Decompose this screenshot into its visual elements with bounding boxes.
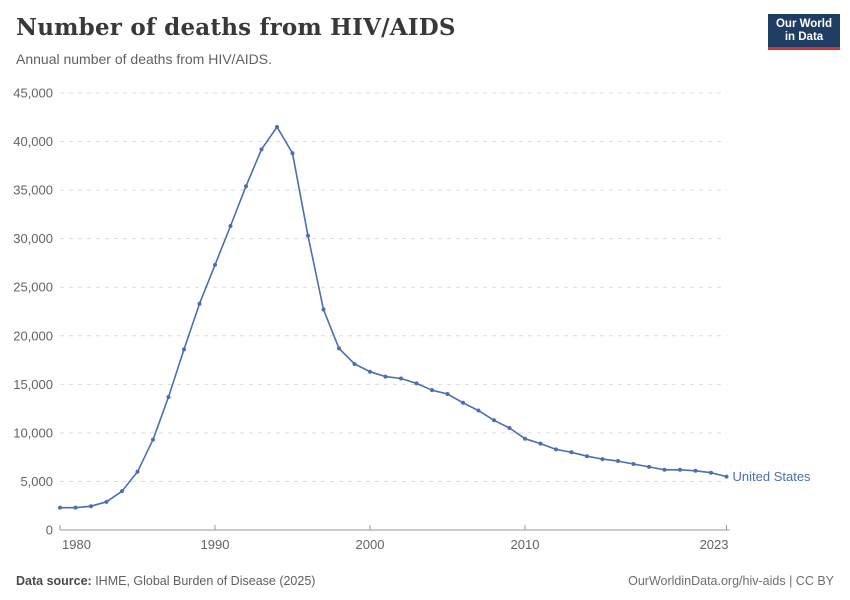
data-point-2019 (662, 467, 667, 472)
data-point-1995 (290, 151, 295, 156)
data-point-2006 (461, 400, 465, 405)
data-point-1999 (352, 361, 357, 366)
data-point-2023 (724, 474, 729, 479)
x-tick-label: 2023 (700, 537, 729, 552)
y-tick-label: 0 (46, 523, 53, 538)
owid-logo-line1: Our World (775, 18, 832, 30)
data-point-1990 (213, 262, 217, 267)
y-tick-label: 15,000 (13, 377, 53, 392)
data-point-1984 (120, 489, 124, 494)
chart-subtitle: Annual number of deaths from HIV/AIDS. (16, 51, 273, 67)
data-point-1980 (58, 505, 62, 510)
footer-citation-link[interactable]: OurWorldinData.org/hiv-aids | CC BY (628, 574, 834, 588)
y-tick-label: 45,000 (13, 86, 53, 101)
x-tick-label: 2010 (511, 537, 540, 552)
owid-logo[interactable]: Our World in Data (768, 14, 840, 50)
y-tick-label: 10,000 (13, 425, 53, 440)
x-tick-label: 2000 (356, 537, 385, 552)
data-point-2010 (523, 436, 527, 441)
data-point-2015 (600, 457, 605, 462)
data-point-2000 (368, 369, 372, 374)
series-line-united-states[interactable] (60, 126, 727, 509)
data-point-1982 (89, 504, 93, 509)
data-point-2007 (476, 408, 481, 413)
data-point-2009 (507, 426, 512, 431)
data-point-2013 (569, 450, 574, 455)
data-point-1994 (275, 124, 279, 129)
data-point-1996 (306, 233, 310, 238)
data-source: Data source: IHME, Global Burden of Dise… (16, 574, 315, 588)
page-title: Number of deaths from HIV/AIDS (16, 14, 456, 41)
data-point-2002 (399, 376, 403, 381)
data-point-2014 (585, 454, 589, 459)
data-point-1983 (104, 499, 109, 504)
data-point-1985 (135, 469, 140, 474)
y-tick-label: 40,000 (13, 134, 53, 149)
data-point-1997 (321, 307, 326, 312)
data-point-1989 (197, 301, 202, 306)
data-point-2022 (709, 470, 713, 475)
data-point-2003 (414, 381, 419, 386)
data-point-1993 (259, 147, 264, 152)
data-source-text: IHME, Global Burden of Disease (2025) (91, 574, 316, 588)
series-label-united-states[interactable]: United States (733, 469, 812, 484)
data-point-2020 (678, 467, 682, 472)
data-point-1988 (182, 347, 186, 352)
data-point-2008 (492, 418, 496, 423)
data-point-2012 (554, 447, 558, 452)
x-tick-label: 1980 (62, 537, 91, 552)
data-point-1987 (166, 394, 171, 399)
y-tick-label: 5,000 (20, 474, 53, 489)
chart-footer: Data source: IHME, Global Burden of Dise… (16, 574, 834, 588)
data-point-2004 (430, 388, 434, 393)
data-point-1998 (337, 346, 341, 351)
data-point-2021 (693, 468, 698, 473)
y-tick-label: 20,000 (13, 328, 53, 343)
data-point-2005 (445, 392, 450, 397)
y-tick-label: 30,000 (13, 231, 53, 246)
x-tick-label: 1990 (201, 537, 230, 552)
data-point-2011 (538, 441, 543, 446)
data-point-2017 (631, 461, 636, 466)
data-point-2018 (647, 464, 651, 469)
data-point-2001 (383, 374, 388, 379)
owid-logo-line2: in Data (784, 31, 824, 43)
y-tick-label: 25,000 (13, 280, 53, 295)
data-point-1981 (73, 505, 78, 510)
data-point-2016 (616, 459, 620, 464)
data-source-label: Data source: (16, 574, 92, 588)
data-point-1991 (228, 224, 233, 229)
y-tick-label: 35,000 (13, 183, 53, 198)
data-point-1986 (151, 437, 155, 442)
data-point-1992 (244, 184, 248, 189)
